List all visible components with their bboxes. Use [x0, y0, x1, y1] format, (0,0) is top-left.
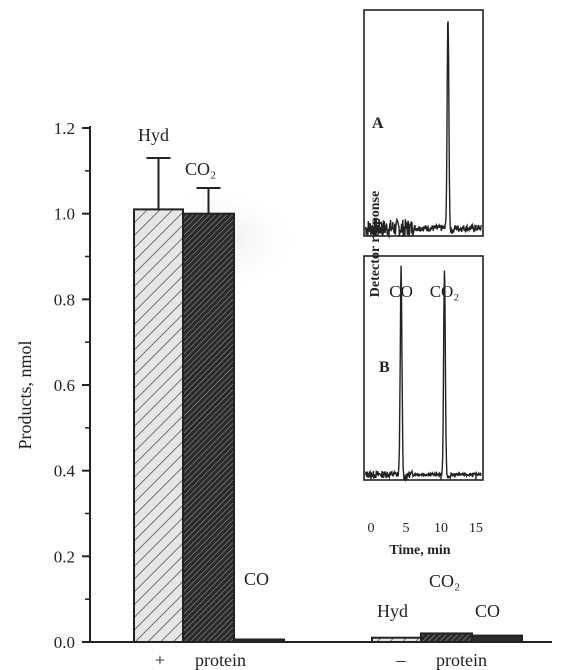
series-label: CO	[475, 601, 500, 621]
category-labels: + protein – protein	[155, 650, 487, 670]
bar-solid-1	[233, 638, 285, 643]
category-sign: –	[396, 650, 407, 670]
category-word: protein	[195, 650, 246, 670]
category-word: protein	[436, 650, 487, 670]
y-tick-label: 1.2	[54, 119, 75, 138]
y-ticks: 0.0 0.2 0.4 0.6 0.8 1.0 1.2	[54, 119, 90, 652]
bar-solid-2	[471, 634, 523, 644]
panel-a-frame	[363, 9, 484, 237]
panel-a-label: A	[372, 115, 384, 132]
inset-x-tick-label: 0	[368, 521, 375, 536]
inset-x-tick-label: 15	[469, 521, 483, 536]
peak-label: CO₂	[430, 282, 460, 301]
y-tick-label: 0.0	[54, 633, 75, 652]
series-label: Hyd	[377, 601, 408, 621]
inset-x-axis-label: Time, min	[389, 543, 450, 558]
y-tick-label: 0.8	[54, 290, 75, 309]
series-label: CO₂	[185, 159, 216, 179]
panel-a-trace	[364, 21, 482, 239]
panel-b-frame	[363, 255, 484, 481]
bar-dense-hatch-1	[182, 212, 235, 644]
y-tick-label: 0.4	[54, 462, 76, 481]
series-label: CO	[244, 569, 269, 589]
bar-dense-hatch-2	[420, 632, 473, 644]
peak-label: CO	[389, 282, 413, 301]
series-label: Hyd	[138, 125, 169, 145]
inset-x-tick-label: 5	[403, 521, 410, 536]
inset-x-ticks: 0 5 10 15	[368, 474, 483, 536]
inset-chromatograms: A B CO CO₂ 0 5 10 15 Detector response Time,…	[363, 9, 484, 558]
y-tick-label: 0.2	[54, 547, 75, 566]
category-sign: +	[155, 650, 165, 670]
panel-b-trace	[364, 265, 482, 482]
inset-x-tick-label: 10	[434, 521, 448, 536]
y-axis-label: Products, nmol	[15, 340, 35, 449]
y-tick-label: 0.6	[54, 376, 75, 395]
bar-light-hatch-2	[371, 636, 422, 644]
bar-light-hatch-1	[133, 208, 184, 643]
bars: Hyd CO₂ CO Hyd CO₂ CO	[133, 125, 523, 644]
main-plot: 0.0 0.2 0.4 0.6 0.8 1.0 1.2 Products, nmol Hyd…	[15, 119, 552, 670]
inset-y-axis-label: Detector response	[368, 191, 383, 297]
inset-peak-labels: CO CO₂	[389, 282, 459, 301]
series-label: CO₂	[429, 571, 460, 591]
panel-b-label: B	[379, 359, 390, 376]
y-tick-label: 1.0	[54, 205, 75, 224]
